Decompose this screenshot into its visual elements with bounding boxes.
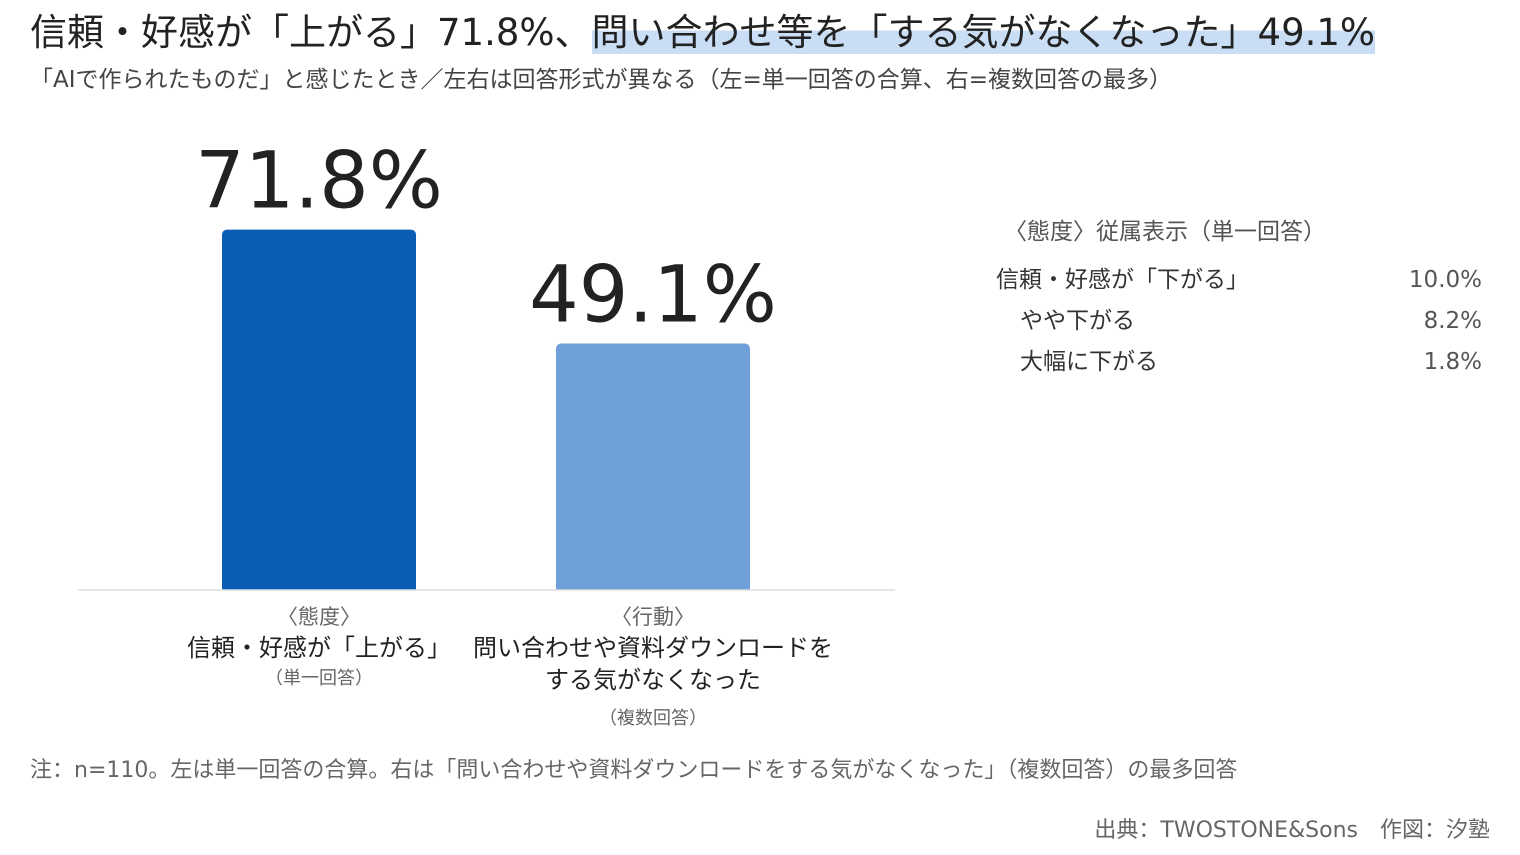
category-group: 〈態度〉 xyxy=(277,605,361,629)
side-row-1: 信頼・好感が「下がる」 10.0% xyxy=(996,260,1482,301)
title-part-1: 信頼・好感が「上がる」71.8%、 xyxy=(30,11,592,54)
source-credit: 出典：TWOSTONE&Sons 作図：汐塾 xyxy=(1094,818,1490,843)
category-label-2: 〈行動〉問い合わせや資料ダウンロードを する気がなくなった （複数回答） xyxy=(443,602,863,734)
side-panel-rows: 信頼・好感が「下がる」 10.0% やや下がる 8.2% 大幅に下がる 1.8% xyxy=(996,260,1482,383)
value-label-2: 49.1% xyxy=(529,251,777,341)
side-row-value: 10.0% xyxy=(1408,267,1482,293)
side-row-value: 1.8% xyxy=(1423,349,1482,375)
side-row-label: 信頼・好感が「下がる」 xyxy=(996,267,1249,293)
category-name: 問い合わせや資料ダウンロードを xyxy=(473,634,833,662)
title-part-2-highlighted: 問い合わせ等を「する気がなくなった」49.1% xyxy=(591,11,1376,54)
side-panel: 〈態度〉従属表示（単一回答） 信頼・好感が「下がる」 10.0% やや下がる 8.2%… xyxy=(996,212,1482,383)
category-answer-type: （単一回答） xyxy=(265,668,373,689)
category-label-1: 〈態度〉信頼・好感が「上がる」 （単一回答） xyxy=(109,602,529,694)
chart-subtitle: 「AIで作られたものだ」と感じたとき／左右は回答形式が異なる（左=単一回答の合算… xyxy=(30,67,1173,93)
category-name: する気がなくなった xyxy=(545,666,761,694)
bar-1 xyxy=(222,229,416,593)
category-group: 〈行動〉 xyxy=(611,605,695,629)
side-panel-title: 〈態度〉従属表示（単一回答） xyxy=(1004,219,1326,245)
chart-title: 信頼・好感が「上がる」71.8%、問い合わせ等を「する気がなくなった」49.1% xyxy=(30,10,1376,56)
bar-2 xyxy=(556,343,750,593)
bar-1-base-mask xyxy=(221,590,417,598)
side-row-value: 8.2% xyxy=(1423,308,1482,334)
footnote: 注：n=110。左は単一回答の合算。右は「問い合わせや資料ダウンロードをする気が… xyxy=(30,758,1238,783)
side-row-3: 大幅に下がる 1.8% xyxy=(996,342,1482,383)
value-label-1: 71.8% xyxy=(195,137,443,227)
side-row-2: やや下がる 8.2% xyxy=(996,301,1482,342)
bar-2-base-mask xyxy=(555,590,751,598)
side-row-label: 大幅に下がる xyxy=(1020,349,1158,375)
category-name: 信頼・好感が「上がる」 xyxy=(187,634,451,662)
category-answer-type: （複数回答） xyxy=(599,708,707,729)
side-row-label: やや下がる xyxy=(1020,308,1135,334)
